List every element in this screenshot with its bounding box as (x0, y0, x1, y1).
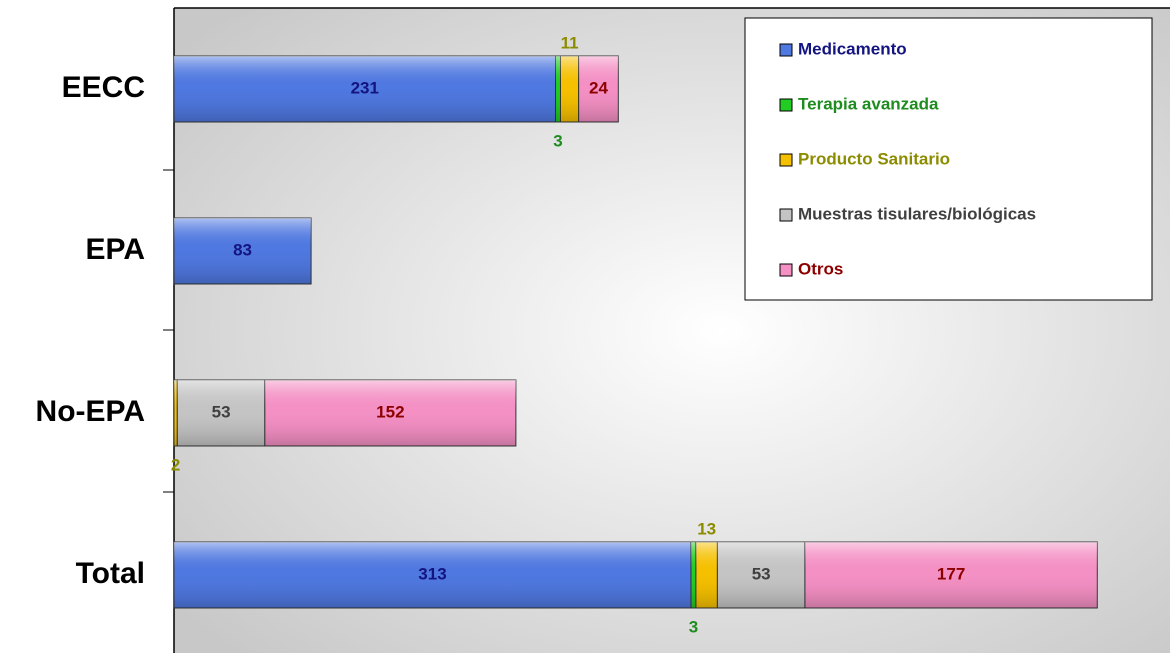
legend-swatch (779, 263, 793, 277)
legend-label: Muestras tisulares/biológicas (798, 204, 1036, 223)
category-label: EECC (62, 71, 145, 104)
bar-segment (559, 55, 580, 123)
data-label: 152 (376, 402, 404, 421)
bar-segment (555, 55, 561, 123)
legend-label: Producto Sanitario (798, 149, 950, 168)
legend-swatch (779, 43, 793, 57)
data-label: 83 (233, 240, 252, 259)
legend-label: Terapia avanzada (798, 94, 939, 113)
data-label: 2 (171, 455, 180, 474)
legend-swatch (779, 153, 793, 167)
legend-label: Medicamento (798, 39, 907, 58)
data-label: 313 (418, 564, 446, 583)
bar-segment (690, 541, 697, 609)
category-label: Total (76, 557, 145, 590)
data-label: 53 (752, 564, 771, 583)
legend-box (744, 17, 1153, 301)
category-label: No-EPA (36, 395, 145, 428)
data-label: 13 (697, 519, 716, 538)
legend-swatch (779, 208, 793, 222)
legend-swatch (779, 98, 793, 112)
data-label: 3 (689, 617, 698, 636)
legend-label: Otros (798, 259, 843, 278)
data-label: 11 (561, 33, 579, 52)
category-label: EPA (86, 233, 145, 266)
data-label: 177 (937, 564, 965, 583)
data-label: 3 (553, 131, 562, 150)
data-label: 53 (212, 402, 231, 421)
bar-segment (695, 541, 718, 609)
data-label: 231 (351, 78, 379, 97)
data-label: 24 (589, 78, 608, 97)
